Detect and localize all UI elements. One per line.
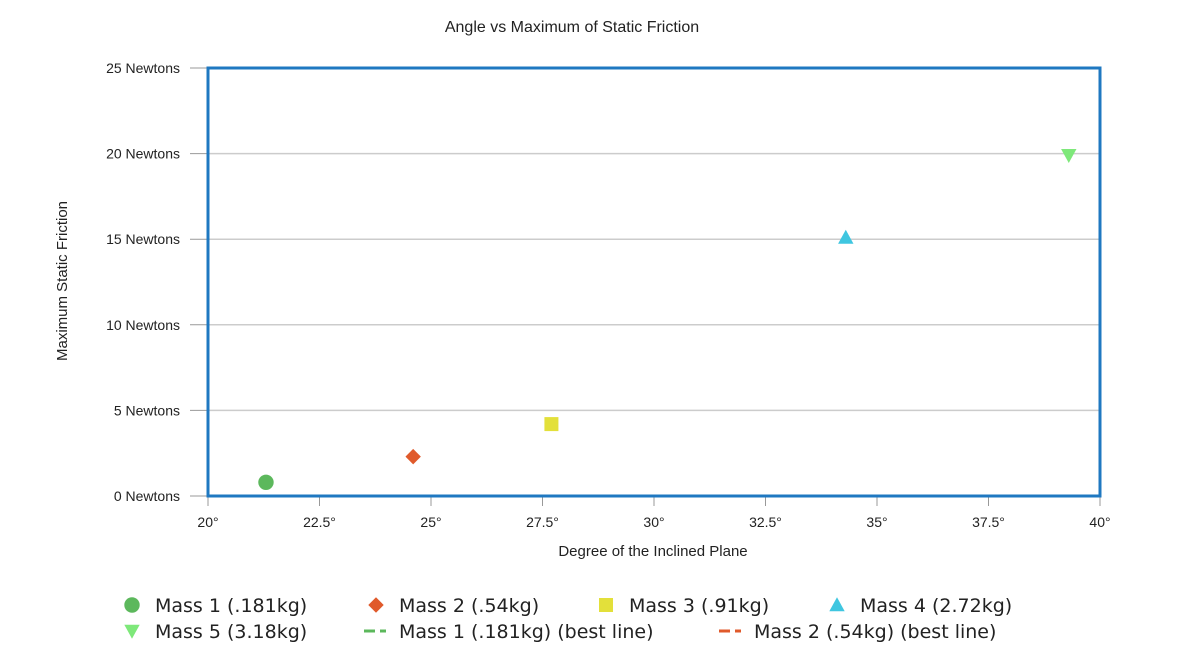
x-tick-label: 32.5° [749, 514, 782, 530]
plot-area [206, 66, 1102, 498]
legend-item: Mass 3 (.91kg) [599, 595, 769, 617]
x-tick-label: 40° [1089, 514, 1110, 530]
data-point [1061, 149, 1077, 164]
legend-item: Mass 5 (3.18kg) [124, 621, 307, 643]
legend-item: Mass 1 (.181kg) (best line) [364, 621, 654, 643]
grid-lines [208, 152, 1100, 412]
legend-item: Mass 1 (.181kg) [124, 595, 307, 617]
data-point [838, 229, 854, 244]
legend-label: Mass 2 (.54kg) [399, 595, 539, 617]
legend-marker [124, 597, 140, 613]
x-tick-label: 27.5° [526, 514, 559, 530]
x-tick-label: 25° [420, 514, 441, 530]
axis-ticks: 0 Newtons 5 Newtons 10 Newtons 15 Newtons 20… [106, 60, 1111, 530]
data-point [544, 417, 559, 432]
legend-item: Mass 4 (2.72kg) [829, 595, 1012, 617]
x-axis-label: Degree of the Inclined Plane [558, 543, 747, 560]
legend-label: Mass 3 (.91kg) [629, 595, 769, 617]
legend-marker [829, 597, 845, 612]
legend-marker [599, 598, 613, 612]
y-axis-label: Maximum Static Friction [54, 201, 71, 361]
x-tick-label: 20° [197, 514, 218, 530]
data-points [258, 149, 1077, 491]
x-tick-label: 22.5° [303, 514, 336, 530]
x-tick-label: 37.5° [972, 514, 1005, 530]
legend-item: Mass 2 (.54kg) (best line) [719, 621, 996, 643]
legend-marker [124, 624, 140, 639]
y-tick-label: 5 Newtons [114, 402, 180, 418]
x-tick-label: 35° [866, 514, 887, 530]
legend-label: Mass 1 (.181kg) [155, 595, 307, 617]
legend-marker [368, 597, 384, 613]
data-point [405, 448, 421, 465]
legend-label: Mass 5 (3.18kg) [155, 621, 307, 643]
y-tick-label: 25 Newtons [106, 60, 180, 76]
legend-label: Mass 4 (2.72kg) [860, 595, 1012, 617]
legend-item: Mass 2 (.54kg) [368, 595, 539, 617]
x-tick-label: 30° [643, 514, 664, 530]
legend-label: Mass 1 (.181kg) (best line) [399, 621, 654, 643]
y-tick-label: 20 Newtons [106, 146, 180, 162]
y-tick-label: 10 Newtons [106, 317, 180, 333]
chart-title: Angle vs Maximum of Static Friction [445, 19, 699, 36]
data-point [258, 474, 274, 491]
legend: Mass 1 (.181kg) Mass 2 (.54kg) Mass 3 (.91… [124, 595, 1012, 643]
y-tick-label: 15 Newtons [106, 231, 180, 247]
legend-label: Mass 2 (.54kg) (best line) [754, 621, 996, 643]
y-tick-label: 0 Newtons [114, 488, 180, 504]
